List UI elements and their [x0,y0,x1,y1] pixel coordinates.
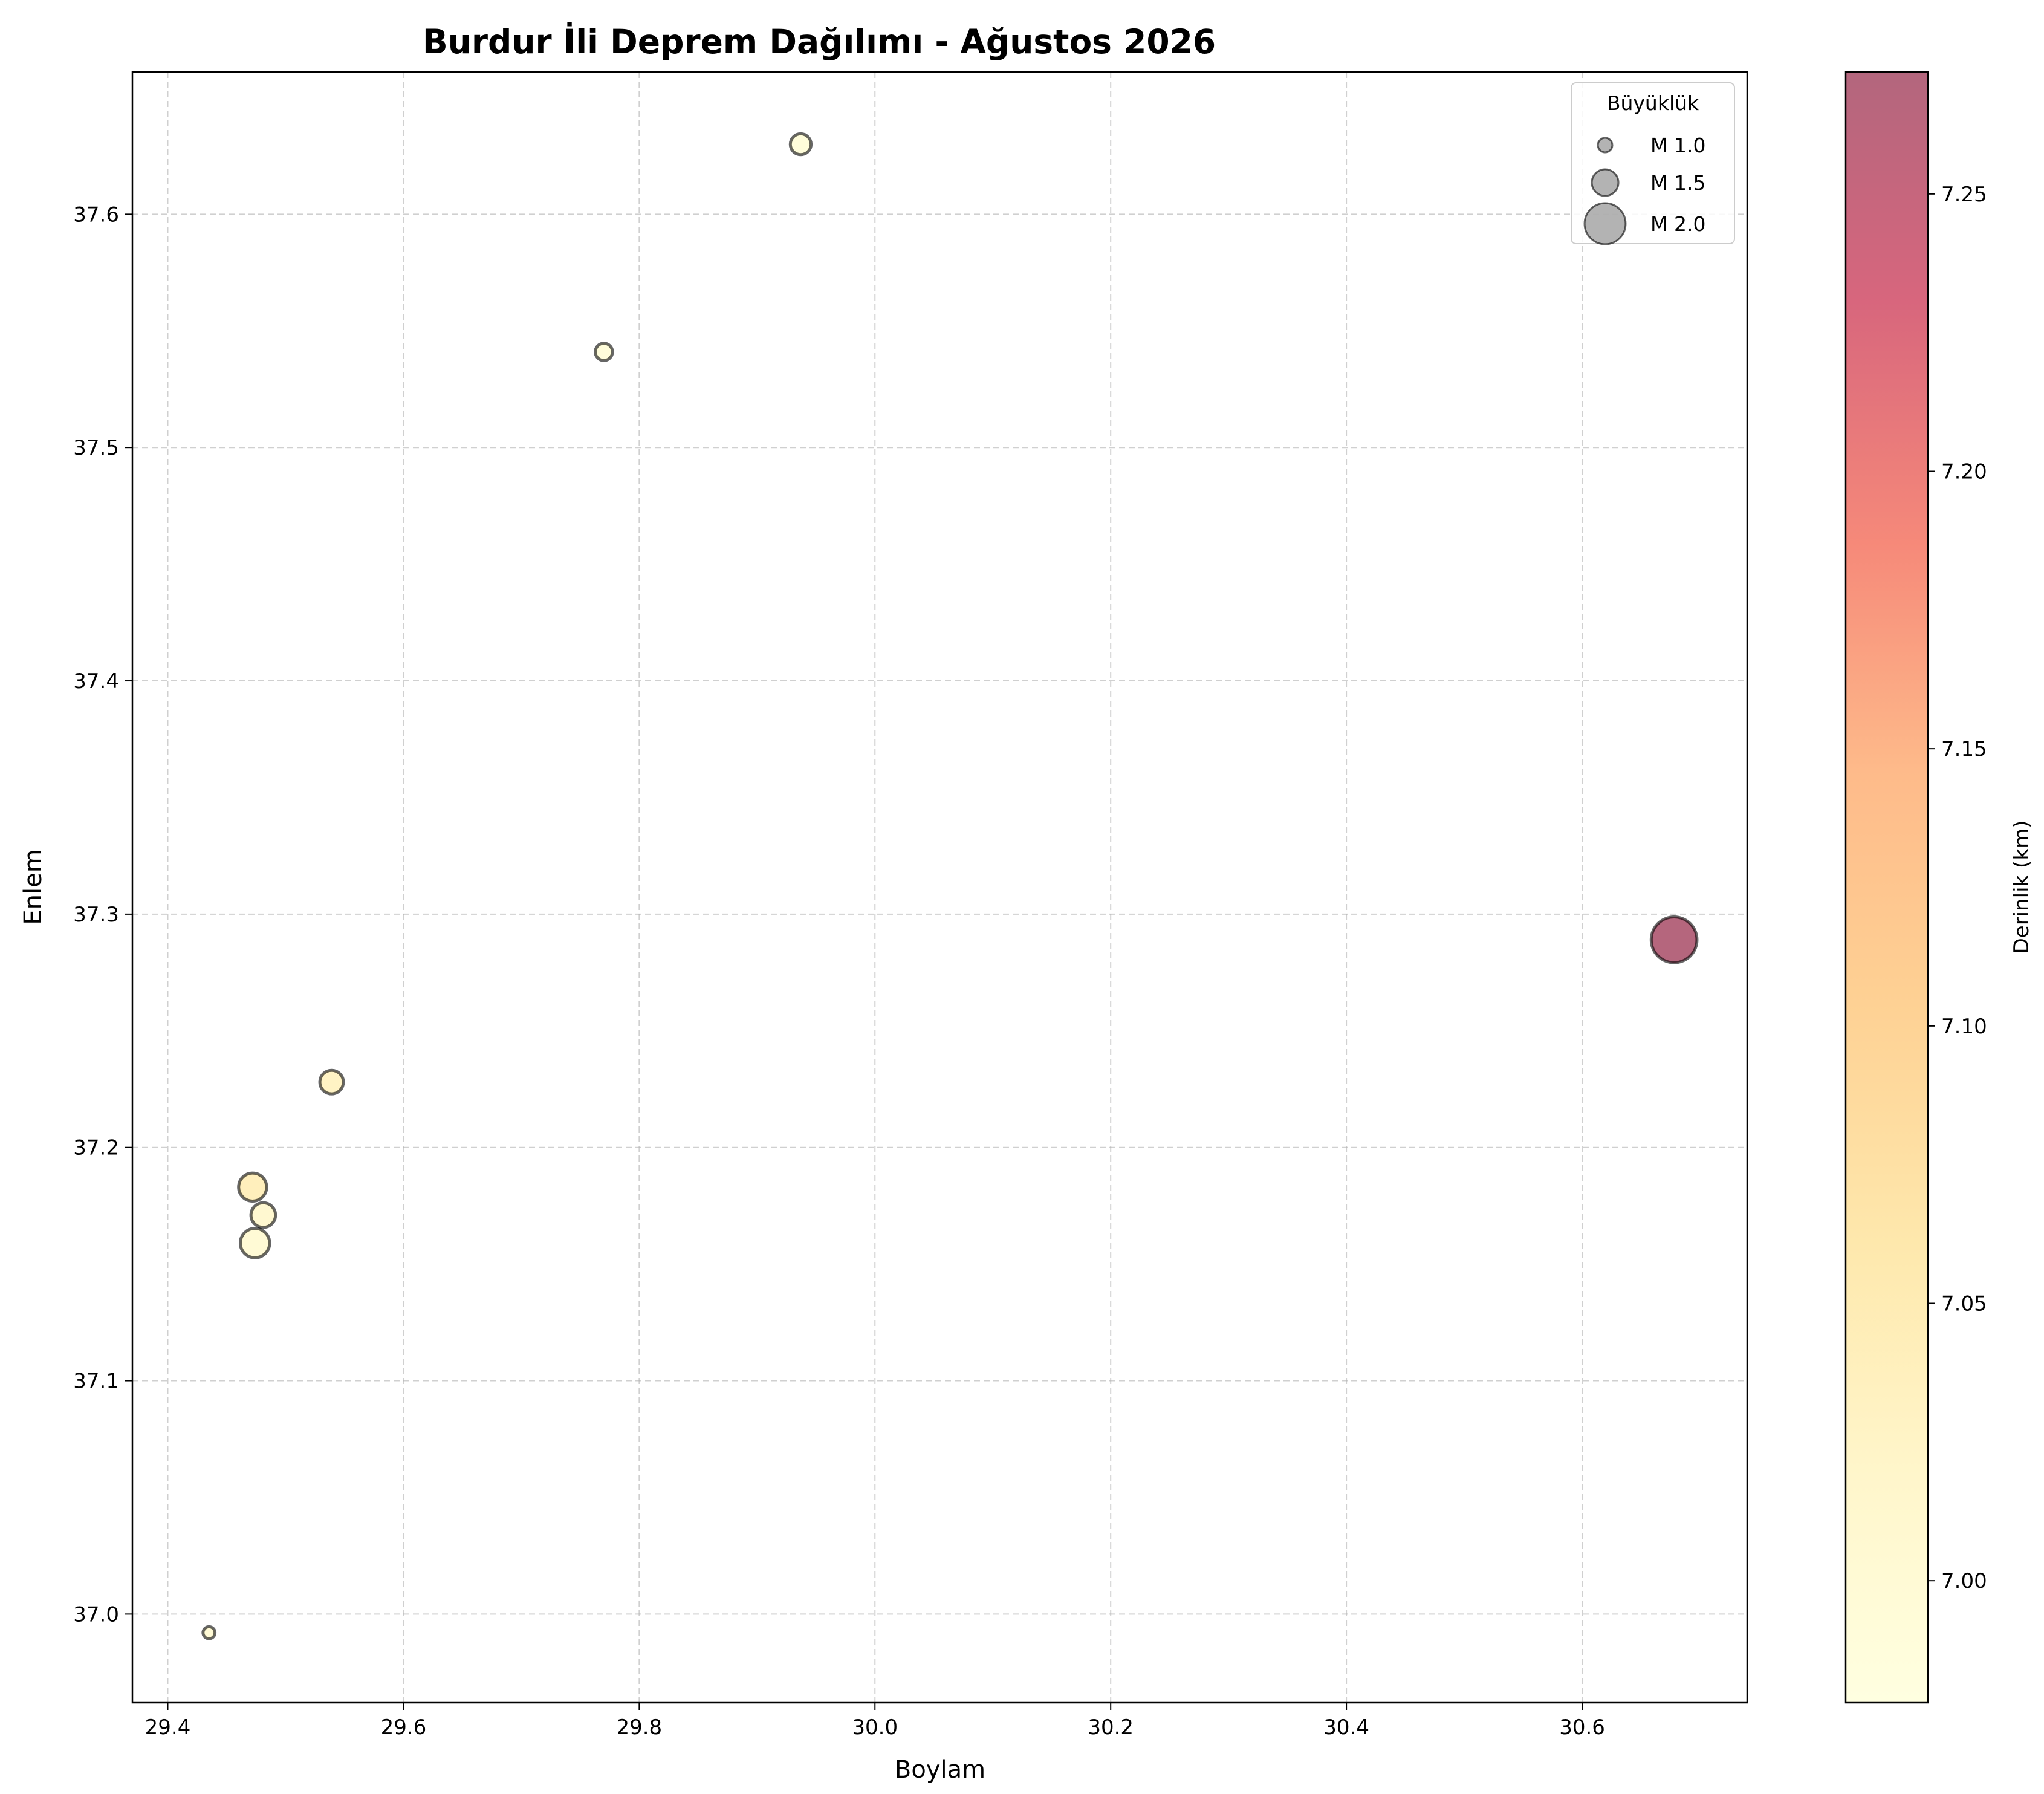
y-axis-label: Enlem [19,849,47,925]
legend-title: Büyüklük [1607,91,1699,115]
y-tick-label: 37.1 [73,1370,119,1394]
colorbar: 7.00 7.05 7.10 7.15 7.20 7.25 Derinlik (km) [1844,71,2034,1704]
legend-marker [1597,137,1614,154]
colorbar-tick-label: 7.10 [1941,1015,1987,1039]
y-tick-label: 37.4 [73,669,119,694]
data-points [201,132,1699,1640]
plot-frame [131,71,1748,1704]
x-tick-label: 30.6 [1559,1715,1605,1740]
legend-marker [1591,168,1620,197]
colorbar-tick-label: 7.20 [1941,460,1987,484]
colorbar-tick-label: 7.00 [1941,1569,1987,1593]
colorbar-tick-label: 7.05 [1941,1292,1987,1316]
legend-label: M 1.0 [1650,134,1705,157]
colorbar-frame [1844,71,1929,1704]
legend: Büyüklük M 1.0 M 1.5 M 2.0 [1571,82,1735,245]
legend-label: M 2.0 [1650,212,1705,236]
x-tick-label: 30.2 [1088,1715,1134,1740]
y-tick-label: 37.5 [73,436,119,460]
colorbar-tick-label: 7.25 [1941,183,1987,207]
grid-lines [132,72,1747,1703]
x-tick-label: 29.6 [381,1715,427,1740]
x-tick-label: 30.0 [852,1715,898,1740]
x-axis-ticks: 29.4 29.6 29.8 30.0 30.2 30.4 30.6 [145,1703,1605,1740]
x-tick-label: 30.4 [1323,1715,1369,1740]
x-tick-label: 29.8 [616,1715,662,1740]
x-tick-label: 29.4 [145,1715,191,1740]
colorbar-label: Derinlik (km) [2010,821,2034,954]
colorbar-tick-label: 7.15 [1941,737,1987,761]
colorbar-ticks: 7.00 7.05 7.10 7.15 7.20 7.25 [1928,183,1987,1593]
y-tick-label: 37.6 [73,203,119,227]
x-axis-label: Boylam [895,1756,985,1784]
earthquake-point [788,132,813,157]
y-tick-label: 37.0 [73,1602,119,1627]
earthquake-point [238,1227,271,1259]
colorbar-gradient [1846,72,1928,1703]
earthquake-point [594,342,614,362]
chart-title: Burdur İli Deprem Dağılımı - Ağustos 202… [423,22,1216,61]
earthquake-point [318,1068,345,1096]
legend-label: M 1.5 [1650,171,1705,195]
earthquake-point [249,1201,277,1229]
y-tick-label: 37.3 [73,903,119,927]
y-tick-label: 37.2 [73,1136,119,1160]
earthquake-point [201,1625,217,1640]
y-axis-ticks: 37.0 37.1 37.2 37.3 37.4 37.5 37.6 [73,203,132,1627]
earthquake-point [237,1171,268,1203]
earthquake-point [1649,915,1699,964]
plot-area [132,72,1747,1703]
legend-items: M 1.0 M 1.5 M 2.0 [1583,134,1705,245]
legend-marker [1583,202,1627,245]
